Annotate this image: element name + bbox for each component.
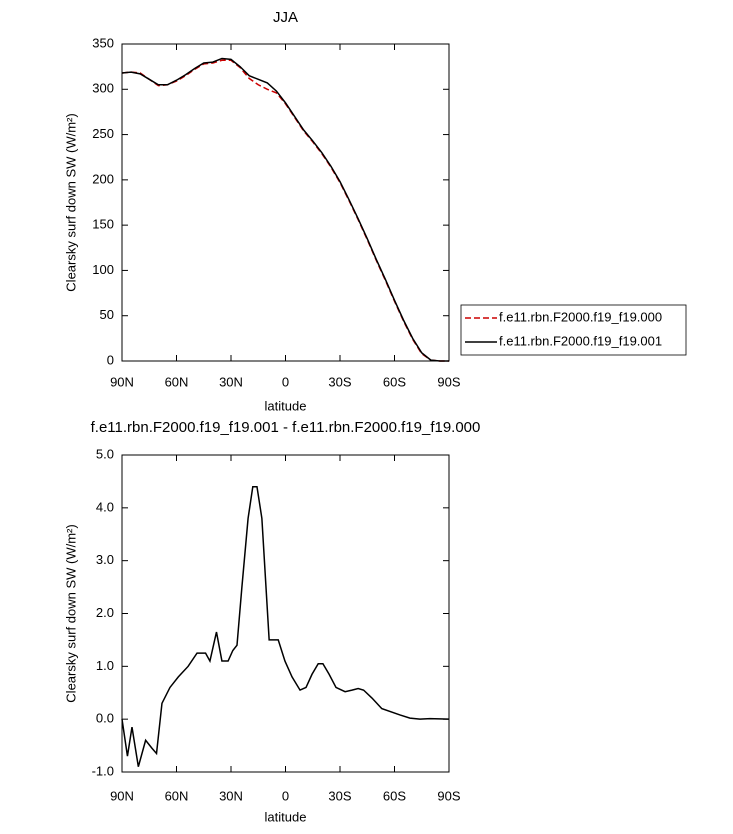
- y-tick-label: 200: [92, 171, 114, 186]
- x-tick-label: 0: [282, 788, 289, 803]
- x-axis-label: latitude: [265, 398, 307, 413]
- y-tick-label: 2.0: [96, 605, 114, 620]
- plot-frame: [121, 454, 450, 773]
- y-axis-label: Clearsky surf down SW (W/m²): [63, 113, 78, 291]
- y-axis-label: Clearsky surf down SW (W/m²): [63, 524, 78, 702]
- data-line: [121, 57, 449, 362]
- plot-frame: [121, 43, 450, 362]
- data-line: [121, 59, 449, 362]
- x-axis-label: latitude: [265, 809, 307, 824]
- legend-label: f.e11.rbn.F2000.f19_f19.000: [499, 309, 662, 324]
- x-tick-label: 30S: [328, 788, 351, 803]
- y-tick-label: 150: [92, 217, 114, 232]
- y-tick-label: 3.0: [96, 552, 114, 567]
- y-tick-label: 100: [92, 262, 114, 277]
- data-line: [121, 485, 450, 767]
- y-tick-label: 250: [92, 126, 114, 141]
- y-tick-label: 50: [100, 307, 114, 322]
- x-tick-label: 30S: [328, 374, 351, 389]
- y-tick-label: 1.0: [96, 658, 114, 673]
- x-tick-label: 90N: [110, 788, 134, 803]
- chart-title: f.e11.rbn.F2000.f19_f19.001 - f.e11.rbn.…: [91, 419, 481, 436]
- x-tick-label: 60S: [383, 374, 406, 389]
- y-tick-label: 300: [92, 81, 114, 96]
- x-tick-label: 90S: [437, 374, 460, 389]
- y-tick-label: 5.0: [96, 446, 114, 461]
- x-tick-label: 60S: [383, 788, 406, 803]
- legend-label: f.e11.rbn.F2000.f19_f19.001: [499, 333, 662, 348]
- legend-box: [460, 304, 687, 356]
- y-tick-label: -1.0: [92, 763, 114, 778]
- x-tick-label: 30N: [219, 788, 243, 803]
- y-tick-label: 350: [92, 35, 114, 50]
- y-tick-label: 0: [107, 352, 114, 367]
- x-tick-label: 90N: [110, 374, 134, 389]
- chart-title: JJA: [273, 9, 298, 26]
- x-tick-label: 90S: [437, 788, 460, 803]
- y-tick-label: 0.0: [96, 711, 114, 726]
- x-tick-label: 0: [282, 374, 289, 389]
- x-tick-label: 60N: [165, 374, 189, 389]
- y-tick-label: 4.0: [96, 499, 114, 514]
- x-tick-label: 60N: [165, 788, 189, 803]
- x-tick-label: 30N: [219, 374, 243, 389]
